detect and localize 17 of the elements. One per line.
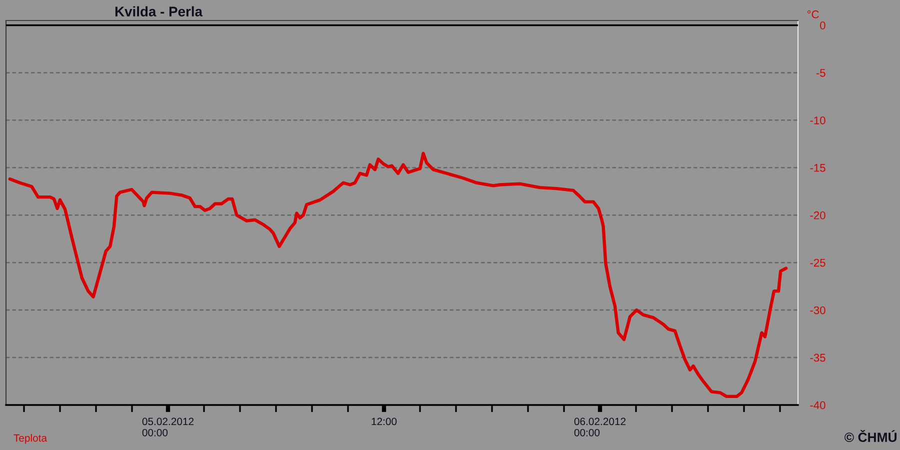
x-tick-label: 06.02.2012 00:00	[574, 418, 626, 436]
y-tick-label: -30	[810, 306, 826, 314]
y-tick-label: -10	[810, 116, 826, 124]
x-tick-label: 05.02.2012 00:00	[142, 418, 194, 436]
y-tick-label: -5	[816, 69, 826, 77]
y-tick-label: -15	[810, 164, 826, 172]
y-tick-label: 0	[820, 22, 826, 30]
y-tick-label: -35	[810, 354, 826, 362]
y-tick-label: -25	[810, 258, 826, 267]
y-tick-label: -40	[810, 401, 826, 410]
text: Teplota	[14, 434, 48, 444]
y-tick-label: -20	[810, 211, 826, 220]
chart-title: Kvilda - Perla	[115, 6, 203, 16]
line-series	[8, 152, 788, 398]
x-tick-label: 12:00	[372, 418, 397, 426]
y-axis-title: °C	[807, 10, 819, 18]
text: © ČHMÚ	[844, 430, 896, 442]
